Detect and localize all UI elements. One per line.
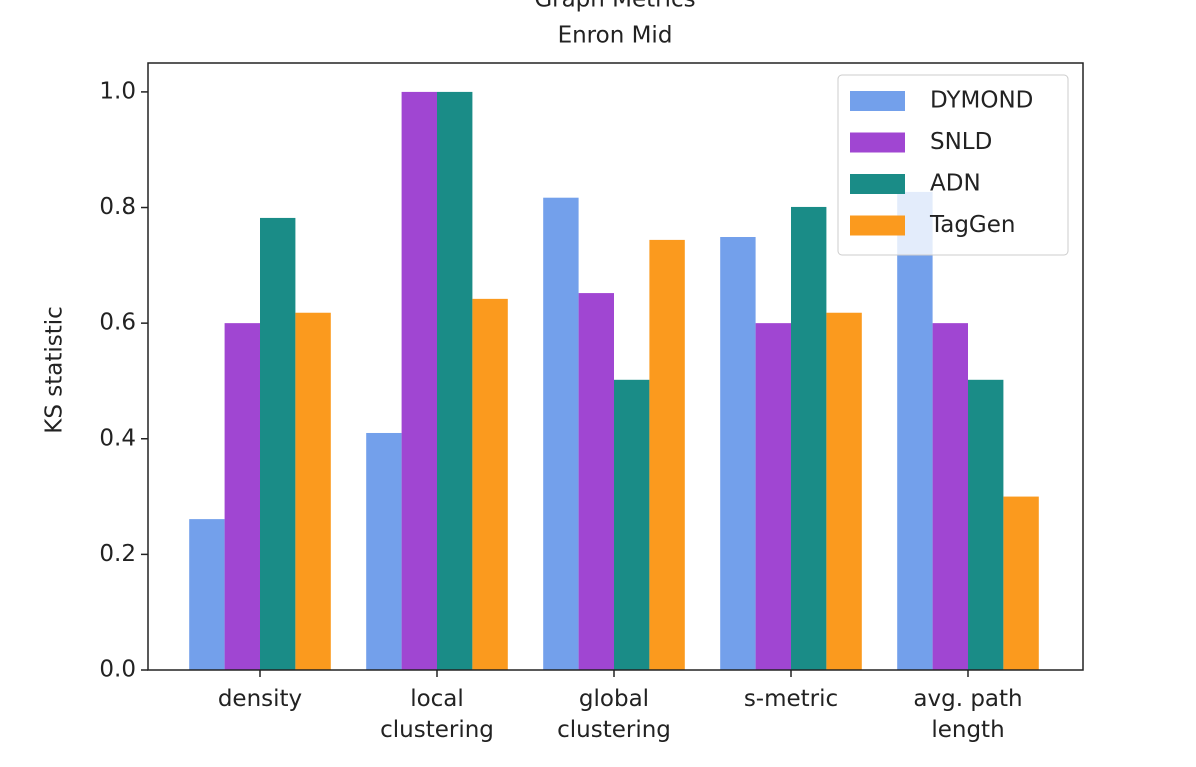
- y-axis-label: KS statistic: [42, 306, 68, 434]
- legend-swatch: [850, 174, 905, 194]
- bar: [932, 323, 968, 670]
- bar: [1003, 496, 1039, 670]
- bar: [720, 237, 756, 671]
- bar: [260, 217, 296, 671]
- bar: [649, 239, 685, 670]
- x-tick-label: global clustering: [557, 686, 671, 743]
- x-tick-label: local clustering: [380, 686, 494, 743]
- chart-title: Graph Metrics: [534, 0, 695, 13]
- plot-frame: [147, 62, 1084, 671]
- legend-label: TagGen: [929, 212, 1016, 238]
- legend-label: ADN: [930, 171, 981, 197]
- bar: [578, 293, 614, 670]
- bar: [224, 323, 260, 670]
- bar: [755, 323, 791, 670]
- bar: [614, 379, 650, 670]
- legend-swatch: [850, 132, 905, 153]
- y-tick-label: 0.6: [99, 310, 136, 336]
- bar: [472, 298, 508, 670]
- legend-swatch: [850, 215, 905, 236]
- legend-swatch: [850, 91, 905, 111]
- y-tick-label: 0.2: [99, 541, 136, 567]
- legend: DYMOND SNLD ADN TagGen: [837, 74, 1069, 256]
- legend-label: SNLD: [930, 129, 992, 155]
- bar: [366, 432, 402, 670]
- x-tick-label: s-metric: [743, 686, 839, 712]
- bar: [968, 379, 1004, 670]
- bar: [897, 191, 933, 671]
- bar: [437, 91, 473, 670]
- bar: [791, 206, 827, 670]
- bar: [826, 312, 862, 670]
- chart-subtitle: Enron Mid: [558, 23, 673, 49]
- legend-label: DYMOND: [930, 88, 1033, 114]
- bar: [401, 91, 437, 670]
- y-tick-label: 1.0: [99, 78, 136, 104]
- y-tick-label: 0.0: [99, 657, 136, 683]
- bar: [189, 519, 225, 670]
- bar: [543, 197, 579, 670]
- x-tick-label: density: [217, 686, 303, 712]
- y-tick-label: 0.8: [99, 194, 136, 220]
- x-tick-label: avg. path length: [913, 686, 1023, 743]
- legend-box: [837, 74, 1069, 256]
- y-tick-label: 0.4: [99, 425, 136, 451]
- bar: [295, 312, 331, 670]
